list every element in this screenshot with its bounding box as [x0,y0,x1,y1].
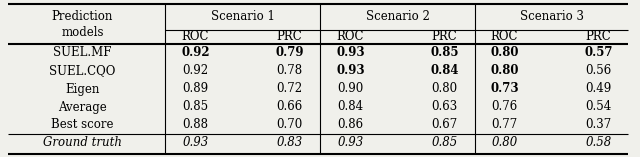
Text: 0.85: 0.85 [182,100,209,114]
Text: ROC: ROC [491,30,518,43]
Text: PRC: PRC [276,30,302,43]
Text: Prediction
models: Prediction models [52,10,113,38]
Text: Average: Average [58,100,107,114]
Text: 0.80: 0.80 [492,136,518,149]
Text: 0.83: 0.83 [276,136,303,149]
Text: 0.63: 0.63 [431,100,458,114]
Text: 0.92: 0.92 [182,65,209,78]
Text: 0.77: 0.77 [492,119,518,132]
Text: PRC: PRC [431,30,458,43]
Text: 0.37: 0.37 [586,119,612,132]
Text: 0.93: 0.93 [182,136,209,149]
Text: 0.56: 0.56 [586,65,612,78]
Text: SUEL.CQO: SUEL.CQO [49,65,116,78]
Text: 0.57: 0.57 [584,46,612,60]
Text: Best score: Best score [51,119,114,132]
Text: ROC: ROC [182,30,209,43]
Text: 0.73: 0.73 [490,82,519,95]
Text: 0.88: 0.88 [182,119,209,132]
Text: 0.54: 0.54 [586,100,612,114]
Text: 0.89: 0.89 [182,82,209,95]
Text: Scenario 3: Scenario 3 [520,11,584,24]
Text: 0.80: 0.80 [490,65,519,78]
Text: Eigen: Eigen [65,82,100,95]
Text: Scenario 2: Scenario 2 [365,11,429,24]
Text: 0.72: 0.72 [276,82,303,95]
Text: 0.93: 0.93 [336,46,365,60]
Text: 0.80: 0.80 [490,46,519,60]
Text: Ground truth: Ground truth [43,136,122,149]
Text: 0.49: 0.49 [586,82,612,95]
Text: SUEL.MF: SUEL.MF [53,46,112,60]
Text: 0.66: 0.66 [276,100,303,114]
Text: 0.92: 0.92 [181,46,210,60]
Text: 0.90: 0.90 [337,82,364,95]
Text: 0.76: 0.76 [492,100,518,114]
Text: 0.84: 0.84 [337,100,364,114]
Text: 0.67: 0.67 [431,119,458,132]
Text: 0.85: 0.85 [431,136,458,149]
Text: 0.70: 0.70 [276,119,303,132]
Text: 0.58: 0.58 [586,136,612,149]
Text: 0.79: 0.79 [275,46,304,60]
Text: 0.85: 0.85 [430,46,459,60]
Text: 0.78: 0.78 [276,65,303,78]
Text: 0.93: 0.93 [337,136,364,149]
Text: 0.80: 0.80 [431,82,458,95]
Text: PRC: PRC [586,30,611,43]
Text: 0.84: 0.84 [430,65,459,78]
Text: 0.86: 0.86 [337,119,364,132]
Text: ROC: ROC [337,30,364,43]
Text: 0.93: 0.93 [336,65,365,78]
Text: Scenario 1: Scenario 1 [211,11,275,24]
